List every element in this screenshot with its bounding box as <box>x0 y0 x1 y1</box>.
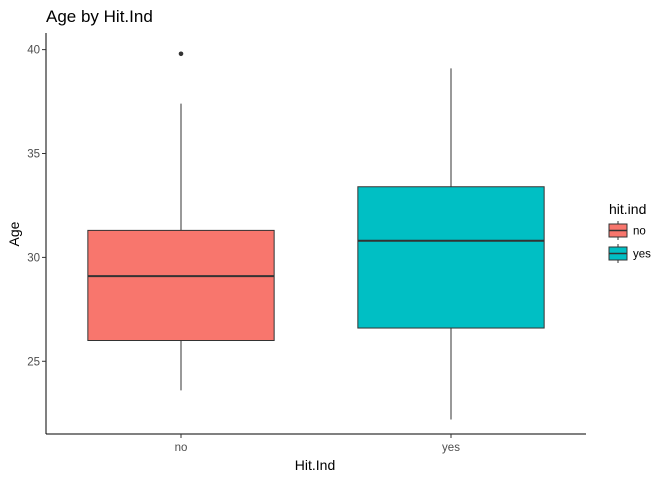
legend-label-no: no <box>633 226 646 238</box>
legend-title: hit.ind <box>609 201 646 217</box>
box-no-iqr <box>87 229 275 342</box>
x-tick-label-no: no <box>175 442 188 454</box>
chart-title: Age by Hit.Ind <box>46 7 153 26</box>
y-tick-label-35: 35 <box>27 149 40 161</box>
plot-area: 25 30 35 40 no yes <box>27 33 586 454</box>
legend-label-yes: yes <box>633 249 651 261</box>
y-axis-title: Age <box>6 221 22 246</box>
y-tick-label-25: 25 <box>27 356 40 368</box>
y-tick-label-30: 30 <box>27 252 40 264</box>
legend: hit.ind no yes <box>608 201 651 263</box>
y-tick-label-40: 40 <box>27 45 40 57</box>
x-axis-title: Hit.Ind <box>295 457 335 473</box>
box-yes-iqr <box>357 186 545 329</box>
x-tick-label-yes: yes <box>442 442 460 454</box>
box-no-outlier-0 <box>178 51 184 57</box>
